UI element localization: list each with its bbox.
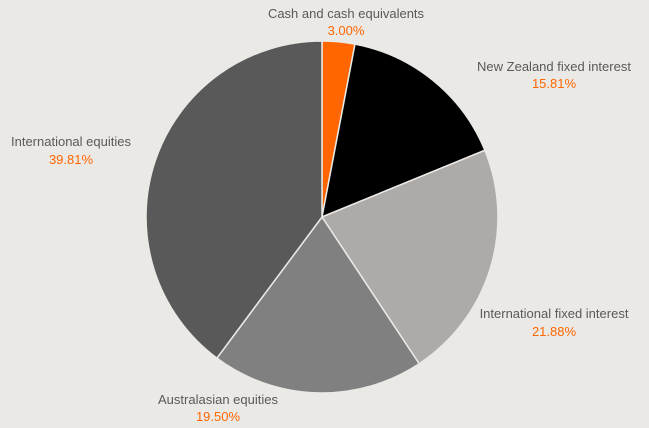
slice-value-nz-fixed-interest: 15.81%	[532, 76, 577, 91]
slice-label-intl-equities: International equities	[11, 134, 131, 149]
slice-value-intl-equities: 39.81%	[49, 152, 94, 167]
pie-slice-intl-fixed-interest	[320, 149, 499, 365]
slice-value-cash: 3.00%	[328, 23, 365, 38]
pie-slice-nz-fixed-interest	[321, 43, 486, 219]
pie-slices	[145, 40, 499, 394]
slice-label-nz-fixed-interest: New Zealand fixed interest	[477, 59, 631, 74]
pie-slice-intl-equities	[145, 40, 323, 360]
slice-value-intl-fixed-interest: 21.88%	[532, 324, 577, 339]
slice-label-cash: Cash and cash equivalents	[268, 6, 425, 21]
pie-slice-australasian-equities	[215, 215, 421, 394]
slice-label-australasian-equities: Australasian equities	[158, 392, 278, 407]
slice-value-australasian-equities: 19.50%	[196, 409, 241, 424]
slice-label-intl-fixed-interest: International fixed interest	[480, 306, 629, 321]
